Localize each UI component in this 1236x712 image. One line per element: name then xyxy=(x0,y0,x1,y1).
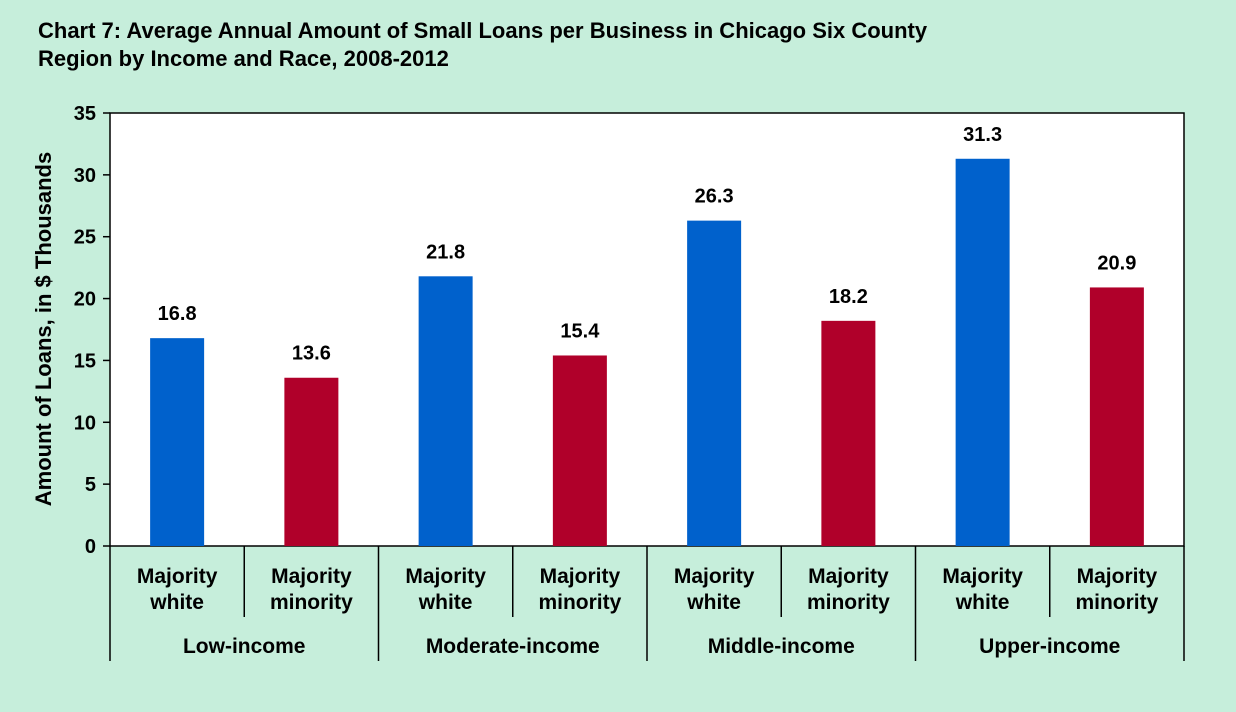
data-label: 15.4 xyxy=(560,320,600,342)
category-label-line-1: Majority xyxy=(674,565,755,588)
plot-area xyxy=(109,112,1185,547)
chart-title-line-1: Chart 7: Average Annual Amount of Small … xyxy=(38,18,928,43)
category-label-line-1: Majority xyxy=(808,565,889,588)
chart-title-line-2: Region by Income and Race, 2008-2012 xyxy=(38,46,449,71)
y-axis-label: Amount of Loans, in $ Thousands xyxy=(31,152,56,506)
category-label-line-1: Majority xyxy=(1077,565,1158,588)
y-tick-label: 35 xyxy=(74,103,96,125)
y-tick-label: 15 xyxy=(74,350,96,372)
bar-1 xyxy=(150,338,205,546)
data-label: 13.6 xyxy=(292,343,331,365)
group-label: Low-income xyxy=(183,635,306,658)
y-tick-label: 30 xyxy=(74,165,96,187)
category-label-line-1: Majority xyxy=(271,565,352,588)
bar-8 xyxy=(1089,287,1144,546)
group-label: Moderate-income xyxy=(426,635,600,658)
y-tick-label: 5 xyxy=(85,474,96,496)
category-label-line-1: Majority xyxy=(540,565,621,588)
bar-7 xyxy=(955,158,1010,546)
data-label: 20.9 xyxy=(1097,252,1136,274)
category-label-line-2: minority xyxy=(270,591,353,614)
category-label-line-1: Majority xyxy=(942,565,1023,588)
category-label-line-2: white xyxy=(686,591,741,614)
category-label-line-1: Majority xyxy=(137,565,218,588)
bar-3 xyxy=(418,276,473,546)
bar-2 xyxy=(284,377,339,546)
y-tick-label: 0 xyxy=(85,536,96,558)
category-label-line-2: minority xyxy=(1075,591,1158,614)
y-tick-label: 20 xyxy=(74,289,96,311)
category-label-line-2: white xyxy=(149,591,204,614)
group-label: Upper-income xyxy=(979,635,1120,658)
chart-marks: 0 5 10 15 20 25 30 35 16.8 13.6 21.8 15.4 26.3 18.2 31… xyxy=(74,103,1185,661)
category-label-line-1: Majority xyxy=(405,565,486,588)
group-label: Middle-income xyxy=(708,635,855,658)
data-label: 16.8 xyxy=(158,303,197,325)
y-tick-label: 25 xyxy=(74,227,96,249)
data-label: 26.3 xyxy=(695,186,734,208)
bar-4 xyxy=(552,355,607,546)
data-label: 18.2 xyxy=(829,286,868,308)
data-label: 21.8 xyxy=(426,241,465,263)
data-label: 31.3 xyxy=(963,124,1002,146)
bar-5 xyxy=(687,220,742,547)
category-label-line-2: white xyxy=(418,591,473,614)
bar-6 xyxy=(821,320,876,546)
category-label-line-2: minority xyxy=(538,591,621,614)
category-label-line-2: white xyxy=(955,591,1010,614)
category-label-line-2: minority xyxy=(807,591,890,614)
y-tick-label: 10 xyxy=(74,412,96,434)
